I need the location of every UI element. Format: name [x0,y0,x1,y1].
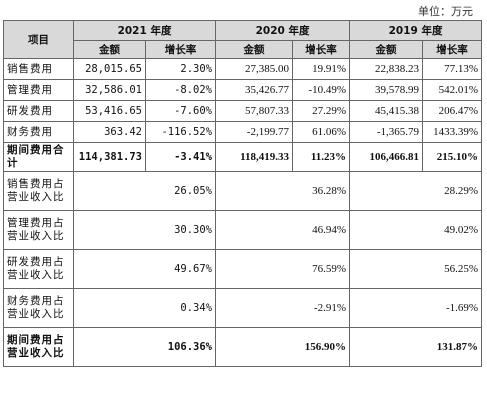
growth-2019: 1433.39% [422,121,483,143]
header-amount: 金额 [215,40,294,59]
unit-label: 单位：万元 [418,5,473,18]
table-row: 研发费用 53,416.65 -7.60% 57,807.33 27.29% 4… [3,100,483,122]
row-label: 管理费用 [3,79,74,101]
ratio-2021: 106.36% [72,327,217,367]
ratio-2020: 156.90% [215,327,351,367]
header-year-2019: 2019 年度 [349,20,483,41]
growth-2020: -10.49% [292,79,351,101]
row-label-text: 期间费用合计 [7,144,65,169]
amount-2019: 45,415.38 [349,100,424,122]
ratio-2019: -1.69% [349,288,483,328]
amount-2020: 35,426.77 [215,79,294,101]
growth-2020: 27.29% [292,100,351,122]
ratio-label-text: 销售费用占营业收入比 [7,178,65,203]
header-growth: 增长率 [144,40,217,59]
ratio-label: 研发费用占营业收入比 [3,249,74,289]
header-growth: 增长率 [422,40,483,59]
header-year-2020: 2020 年度 [215,20,351,41]
ratio-label: 期间费用占营业收入比 [3,327,74,367]
ratio-2019: 28.29% [349,171,483,211]
growth-2019: 206.47% [422,100,483,122]
amount-2021: 28,015.65 [73,58,146,80]
ratio-label: 管理费用占营业收入比 [3,210,74,250]
header-amount: 金额 [73,40,146,59]
header-amount: 金额 [349,40,424,59]
growth-2019: 542.01% [422,79,483,101]
header-year-2021: 2021 年度 [72,20,217,41]
amount-2021: 32,586.01 [73,79,146,101]
amount-2020: -2,199.77 [215,121,294,143]
ratio-row: 财务费用占营业收入比 0.34% -2.91% -1.69% [3,288,483,328]
growth-2019: 215.10% [422,142,483,172]
ratio-row: 研发费用占营业收入比 49.67% 76.59% 56.25% [3,249,483,289]
table-row: 财务费用 363.42 -116.52% -2,199.77 61.06% -1… [3,121,483,143]
row-label: 销售费用 [3,58,74,80]
table-row: 管理费用 32,586.01 -8.02% 35,426.77 -10.49% … [3,79,483,101]
amount-2020: 57,807.33 [215,100,294,122]
amount-2021: 363.42 [73,121,146,143]
amount-2019: 22,838.23 [349,58,424,80]
ratio-label-text: 财务费用占营业收入比 [7,295,65,320]
ratio-2020: 46.94% [215,210,351,250]
ratio-2021: 26.05% [72,171,217,211]
growth-2020: 11.23% [292,142,351,172]
amount-2020: 27,385.00 [215,58,294,80]
ratio-row-total: 期间费用占营业收入比 106.36% 156.90% 131.87% [3,327,483,367]
row-label: 财务费用 [3,121,74,143]
amount-2021: 53,416.65 [73,100,146,122]
ratio-row: 管理费用占营业收入比 30.30% 46.94% 49.02% [3,210,483,250]
header-year-row: 项目 2021 年度 2020 年度 2019 年度 [3,20,483,59]
amount-2021: 114,381.73 [73,142,146,172]
ratio-2021: 49.67% [72,249,217,289]
amount-2019: 39,578.99 [349,79,424,101]
amount-2019: -1,365.79 [349,121,424,143]
ratio-2020: 76.59% [215,249,351,289]
ratio-2020: -2.91% [215,288,351,328]
growth-2020: 19.91% [292,58,351,80]
ratio-label: 财务费用占营业收入比 [3,288,74,328]
ratio-2019: 56.25% [349,249,483,289]
ratio-2019: 49.02% [349,210,483,250]
ratio-label-text: 研发费用占营业收入比 [7,256,65,281]
row-label: 期间费用合计 [3,142,74,172]
amount-2019: 106,466.81 [349,142,424,172]
growth-2021: -116.52% [144,121,217,143]
row-label: 研发费用 [3,100,74,122]
growth-2021: -8.02% [144,79,217,101]
ratio-2019: 131.87% [349,327,483,367]
header-item: 项目 [3,20,74,59]
expense-table: 项目 2021 年度 2020 年度 2019 年度 金额 增长率 金额 增长率… [3,20,483,367]
amount-2020: 118,419.33 [215,142,294,172]
growth-2020: 61.06% [292,121,351,143]
table-row-total: 期间费用合计 114,381.73 -3.41% 118,419.33 11.2… [3,142,483,172]
ratio-label-text: 管理费用占营业收入比 [7,217,65,242]
growth-2019: 77.13% [422,58,483,80]
growth-2021: -3.41% [144,142,217,172]
header-sub-row: 金额 增长率 金额 增长率 金额 增长率 [4,40,483,59]
ratio-2021: 30.30% [72,210,217,250]
header-growth: 增长率 [292,40,351,59]
growth-2021: 2.30% [144,58,217,80]
table-row: 销售费用 28,015.65 2.30% 27,385.00 19.91% 22… [3,58,483,80]
ratio-2020: 36.28% [215,171,351,211]
ratio-2021: 0.34% [72,288,217,328]
ratio-label-text: 期间费用占营业收入比 [7,334,65,359]
ratio-label: 销售费用占营业收入比 [3,171,74,211]
growth-2021: -7.60% [144,100,217,122]
ratio-row: 销售费用占营业收入比 26.05% 36.28% 28.29% [3,171,483,211]
